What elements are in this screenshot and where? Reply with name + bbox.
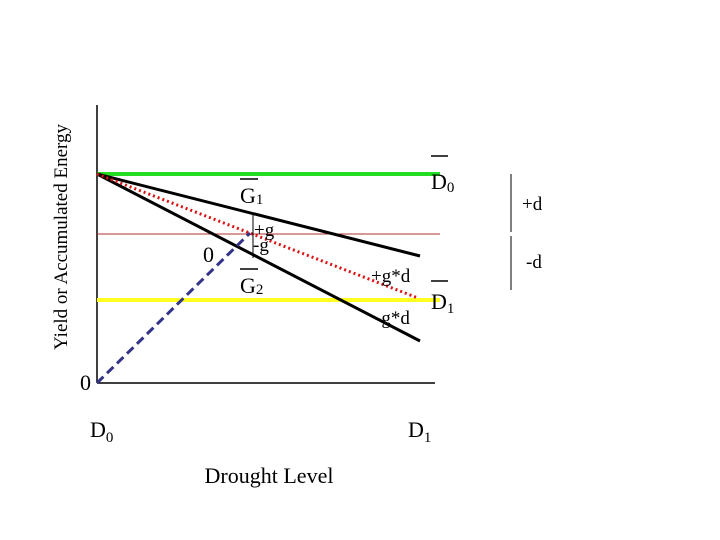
d0-bar-label: D0: [431, 169, 454, 196]
dotted-red-line: [96, 172, 419, 300]
x-tick-d0: D0: [90, 417, 113, 446]
mid-zero-label: 0: [203, 242, 214, 267]
plus-g-d-label: +g*d: [371, 266, 411, 287]
g1-label: G1: [240, 183, 263, 208]
g1-line: [96, 172, 421, 258]
g2-line: [96, 172, 421, 343]
d1-bar-label: D1: [431, 289, 454, 317]
x-axis-label: Drought Level: [205, 463, 334, 488]
minus-g-label: -g: [253, 235, 269, 256]
g2-label: G2: [240, 273, 263, 298]
dashed-blue-line: [95, 231, 252, 385]
y-axis-label: Yield or Accumulated Energy: [51, 124, 72, 351]
x-tick-d1: D1: [408, 417, 431, 446]
plus-d-label: +d: [522, 194, 543, 215]
origin-label: 0: [80, 370, 91, 395]
minus-g-d-label: -g*d: [375, 308, 410, 329]
minus-d-label: -d: [526, 252, 542, 273]
plus-g-label: +g: [254, 220, 275, 241]
